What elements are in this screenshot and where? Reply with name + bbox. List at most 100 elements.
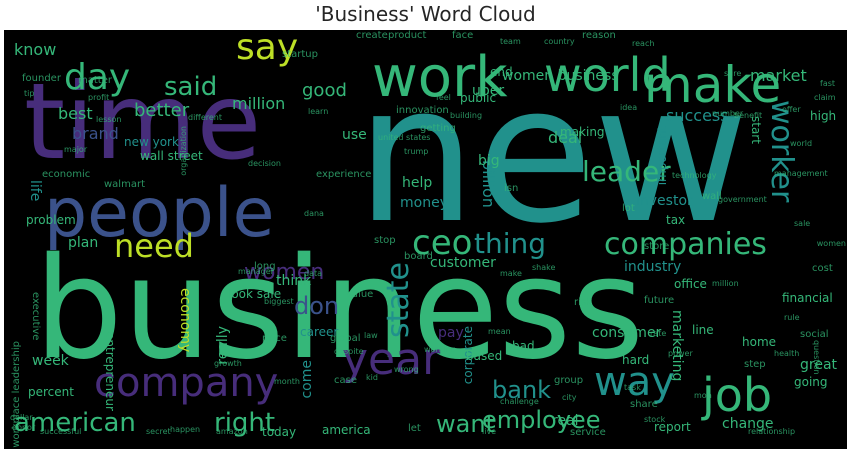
- word-help: help: [402, 175, 433, 191]
- word-offer: offer: [782, 105, 801, 114]
- word-financial: financial: [782, 291, 833, 305]
- word-career: career: [300, 325, 339, 339]
- word-team: team: [500, 37, 521, 46]
- word-despite: despite: [334, 347, 364, 356]
- word-benefit: benefit: [734, 111, 763, 120]
- word-know: know: [14, 40, 57, 59]
- word-don: don: [294, 292, 340, 320]
- word-going: going: [794, 375, 828, 389]
- word-dollar: dollar: [10, 413, 33, 422]
- word-leader: leader: [582, 155, 671, 188]
- word-successful: successful: [40, 427, 82, 436]
- word-idea: idea: [620, 103, 638, 112]
- word-great: great: [800, 357, 838, 373]
- word-world: world: [544, 48, 671, 102]
- word-product: product: [388, 30, 427, 41]
- word-money: money: [400, 195, 448, 211]
- word-day: day: [64, 57, 131, 98]
- word-technology: technology: [672, 171, 717, 180]
- word-entrepreneur: entrepreneur: [103, 332, 117, 411]
- word-want: want: [436, 410, 495, 438]
- word-women-business: women business: [502, 68, 619, 84]
- word-company: company: [94, 360, 279, 406]
- word-dana: dana: [304, 209, 324, 218]
- word-make: make: [644, 56, 782, 114]
- word-way: way: [594, 359, 675, 405]
- word-thing: thing: [474, 227, 547, 260]
- word-america: america: [322, 423, 371, 437]
- word-people: people: [44, 174, 275, 253]
- word-today: today: [262, 425, 297, 439]
- word-building: building: [450, 111, 483, 120]
- word-best: best: [58, 104, 93, 123]
- word-deal: deal: [548, 128, 583, 147]
- word-customer: customer: [430, 255, 496, 271]
- word-million: million: [232, 94, 286, 113]
- word-step: step: [744, 359, 766, 370]
- word-innovation: innovation: [396, 105, 449, 116]
- word-new-york: new york: [124, 135, 179, 149]
- word-women: women: [244, 260, 325, 285]
- word-success: success: [666, 106, 729, 125]
- word-value: value: [346, 289, 374, 300]
- word-marketing: marketing: [669, 310, 685, 382]
- word-profit: profit: [88, 93, 110, 102]
- word-executive: executive: [30, 292, 41, 341]
- word-manager: manager: [238, 267, 274, 276]
- word-hard: hard: [622, 353, 650, 367]
- word-question: question: [812, 340, 821, 375]
- word-week: week: [32, 353, 69, 369]
- word-better: better: [134, 100, 190, 121]
- word-wrong: wrong: [394, 365, 419, 374]
- word-shake: shake: [532, 263, 556, 272]
- word-job: job: [702, 368, 773, 422]
- word-report: report: [654, 420, 691, 434]
- word-state: state: [381, 262, 416, 338]
- word-employee: employee: [482, 406, 601, 434]
- word-amazon: amazon: [216, 427, 248, 436]
- word-reason: reason: [582, 30, 616, 41]
- word-startup: startup: [282, 49, 318, 60]
- word-pay: pay: [438, 325, 464, 341]
- word-month: month: [274, 377, 300, 386]
- word-data: data: [304, 269, 323, 278]
- word-year: year: [342, 334, 441, 385]
- word-service: service: [570, 427, 606, 438]
- word-problem: problem: [26, 213, 76, 227]
- word-use: use: [342, 127, 367, 143]
- word-global: global: [330, 333, 361, 344]
- word-right: right: [214, 408, 276, 438]
- word-management: management: [774, 169, 828, 178]
- word-walmart: walmart: [104, 179, 145, 190]
- word-million: million: [712, 279, 739, 288]
- word-look-sale: look sale: [228, 287, 282, 301]
- word-life: life: [27, 180, 43, 202]
- word-growth: growth: [214, 359, 242, 368]
- word-companies: companies: [604, 227, 767, 262]
- word-kid: kid: [366, 373, 378, 382]
- word-matter: matter: [78, 75, 112, 86]
- word-big: big: [478, 153, 500, 169]
- word-home: home: [742, 335, 777, 349]
- word-come: come: [299, 360, 315, 399]
- word-number: number: [712, 109, 744, 118]
- word-brand: brand: [72, 124, 119, 143]
- word-ceo: ceo: [412, 223, 473, 263]
- word-country: country: [544, 37, 575, 46]
- word-uber: uber: [472, 83, 505, 99]
- word-worker: worker: [764, 100, 799, 203]
- word-feel: feel: [436, 93, 451, 102]
- word-price: price: [262, 333, 287, 344]
- word-making: making: [560, 125, 605, 139]
- word-rate: rate: [650, 329, 667, 338]
- word-secret: secret: [146, 427, 171, 436]
- word-lot: lot: [622, 203, 635, 214]
- word-social: social: [800, 329, 829, 340]
- word-cloud: new business time people work make world compan…: [4, 30, 847, 449]
- word-tax: tax: [666, 213, 686, 227]
- word-working: working: [424, 345, 456, 354]
- word-united-states: united states: [378, 133, 431, 142]
- word-consumer: consumer: [592, 325, 662, 341]
- word-organization: organization: [179, 126, 188, 176]
- word-different: different: [188, 113, 222, 122]
